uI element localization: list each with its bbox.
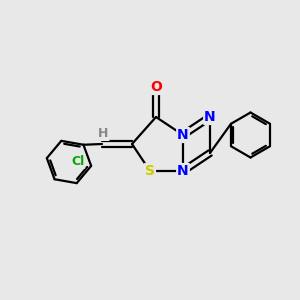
Text: N: N [177, 164, 189, 178]
Text: S: S [145, 164, 155, 178]
Text: H: H [98, 127, 109, 140]
Text: O: O [150, 80, 162, 94]
Text: N: N [177, 128, 189, 142]
Text: N: N [204, 110, 216, 124]
Text: Cl: Cl [71, 155, 84, 168]
